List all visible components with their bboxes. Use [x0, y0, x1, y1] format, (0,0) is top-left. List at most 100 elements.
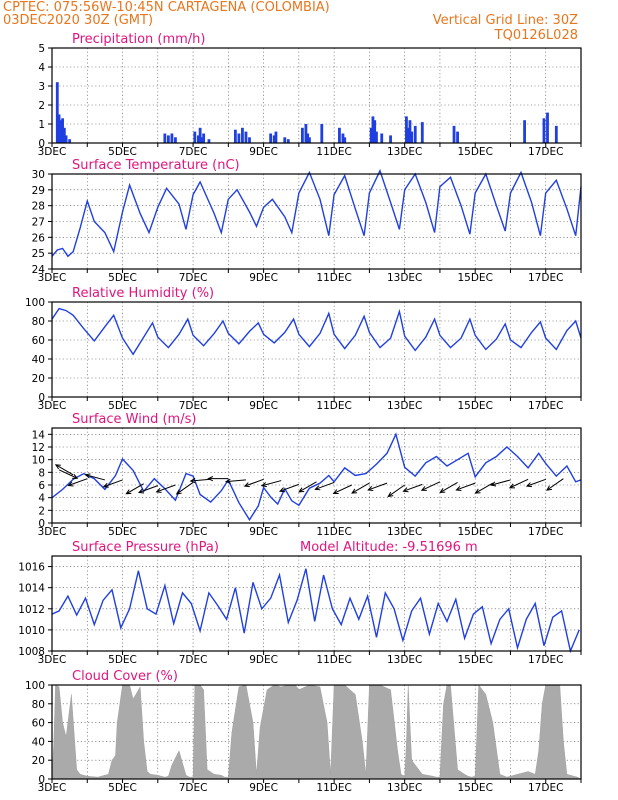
precip-bar [320, 124, 324, 143]
precip-bar [59, 120, 63, 143]
x-tick-label: 5DEC [108, 272, 137, 284]
header-date: 03DEC2020 30Z (GMT) [3, 13, 153, 28]
wind-arrow [85, 474, 106, 481]
precip-bar [338, 127, 341, 143]
y-tick-label: 26 [32, 232, 46, 244]
wind-arrow-head [54, 464, 61, 470]
precip-bar [244, 131, 248, 143]
wind-arrow-head [332, 489, 339, 495]
x-tick-label: 9DEC [249, 526, 278, 538]
plot-frame [51, 47, 582, 144]
x-tick-label: 11DEC [316, 526, 351, 538]
x-tick-label: 3DEC [38, 526, 67, 538]
y-tick-label: 60 [32, 335, 45, 347]
x-tick-label: 9DEC [249, 400, 278, 412]
x-tick-label: 5DEC [108, 146, 137, 158]
wind-arrow-head [260, 482, 267, 488]
precip-bar [286, 139, 290, 143]
x-tick-label: 13DEC [387, 782, 422, 794]
y-tick-label: 1012 [18, 604, 45, 616]
precip-bar [405, 116, 408, 143]
y-tick-label: 0 [38, 774, 45, 786]
wind-arrow-head [351, 488, 358, 494]
wind-arrow [126, 483, 144, 495]
precip-bar [241, 127, 244, 143]
wind-arrow [138, 485, 158, 493]
y-tick-label: 3 [38, 81, 45, 93]
x-tick-label: 7DEC [179, 272, 208, 284]
precip-bar [55, 82, 59, 143]
y-tick-label: 28 [32, 201, 45, 213]
x-tick-label: 5DEC [108, 782, 137, 794]
precip-bar [237, 133, 241, 143]
precip-bar [306, 133, 310, 143]
y-tick-label: 8 [38, 467, 45, 479]
x-tick-label: 15DEC [457, 400, 492, 412]
x-tick-label: 3DEC [38, 782, 67, 794]
y-tick-label: 4 [38, 62, 45, 74]
panel-4: Surface Pressure (hPa) 1008 1010 1012 1014 10… [18, 540, 582, 666]
x-tick-label: 13DEC [387, 400, 422, 412]
panel-title: Surface Temperature (nC) [72, 158, 240, 173]
series-line [51, 168, 582, 258]
panel-title: Surface Pressure (hPa) [72, 540, 219, 555]
wind-arrow [279, 483, 300, 492]
wind-arrow [403, 483, 423, 492]
x-tick-label: 7DEC [179, 400, 208, 412]
wind-arrow [509, 478, 529, 489]
plot-frame [51, 555, 582, 652]
wind-arrow [315, 481, 335, 490]
wind-arrow-head [314, 485, 321, 491]
wind-arrow-head [67, 481, 74, 487]
wind-arrow [298, 481, 317, 493]
x-tick-label: 15DEC [457, 272, 492, 284]
wind-arrow-head [367, 486, 374, 491]
precip-bar [406, 127, 410, 143]
wind-arrow-head [298, 487, 305, 493]
x-tick-label: 13DEC [387, 272, 422, 284]
panel-title: Surface Wind (m/s) [72, 412, 196, 427]
precip-bar [170, 133, 174, 143]
precip-bar [380, 133, 384, 143]
precip-bar [163, 133, 167, 143]
y-tick-label: 1010 [18, 625, 45, 637]
wind-arrow [55, 464, 74, 476]
x-tick-label: 9DEC [249, 146, 278, 158]
precip-bar [61, 118, 64, 143]
series-line [51, 432, 582, 522]
panel-1: Surface Temperature (nC) 24 25 26 27 28 29 30 3D… [32, 158, 582, 284]
x-tick-label: 15DEC [457, 146, 492, 158]
precip-bar [341, 133, 345, 143]
x-tick-label: 11DEC [316, 272, 351, 284]
y-tick-label: 25 [32, 248, 45, 260]
wind-arrow-head [439, 488, 446, 494]
wind-arrow-head [387, 491, 394, 498]
x-tick-label: 11DEC [316, 400, 351, 412]
x-tick-label: 3DEC [38, 400, 67, 412]
y-tick-label: 2 [38, 100, 45, 112]
y-tick-label: 1014 [18, 583, 45, 595]
x-tick-label: 5DEC [108, 654, 137, 666]
precip-bar [408, 120, 412, 143]
precip-bar [64, 135, 68, 143]
y-tick-label: 4 [38, 493, 45, 505]
x-tick-label: 15DEC [457, 654, 492, 666]
panel-title: Relative Humidity (%) [72, 286, 214, 301]
precip-bar [202, 133, 206, 143]
x-tick-label: 17DEC [528, 272, 563, 284]
wind-arrow [526, 478, 546, 487]
y-tick-label: 1016 [18, 562, 45, 574]
model-altitude-note: Model Altitude: -9.51696 m [300, 540, 478, 555]
wind-arrow-head [546, 485, 552, 491]
wind-arrow-head [189, 478, 196, 484]
wind-arrow [439, 482, 458, 493]
precip-bar [369, 127, 373, 143]
panel-0: Precipitation (mm/h) 0 1 2 3 4 5 3DEC 5DEC 7DEC 9D… [38, 32, 582, 158]
wind-arrow-head [525, 482, 532, 488]
plot-frame [51, 301, 582, 398]
precip-bar [308, 137, 311, 143]
precip-bar [304, 124, 308, 143]
y-tick-label: 80 [32, 699, 45, 711]
x-tick-label: 11DEC [316, 782, 351, 794]
wind-arrow [190, 478, 211, 482]
